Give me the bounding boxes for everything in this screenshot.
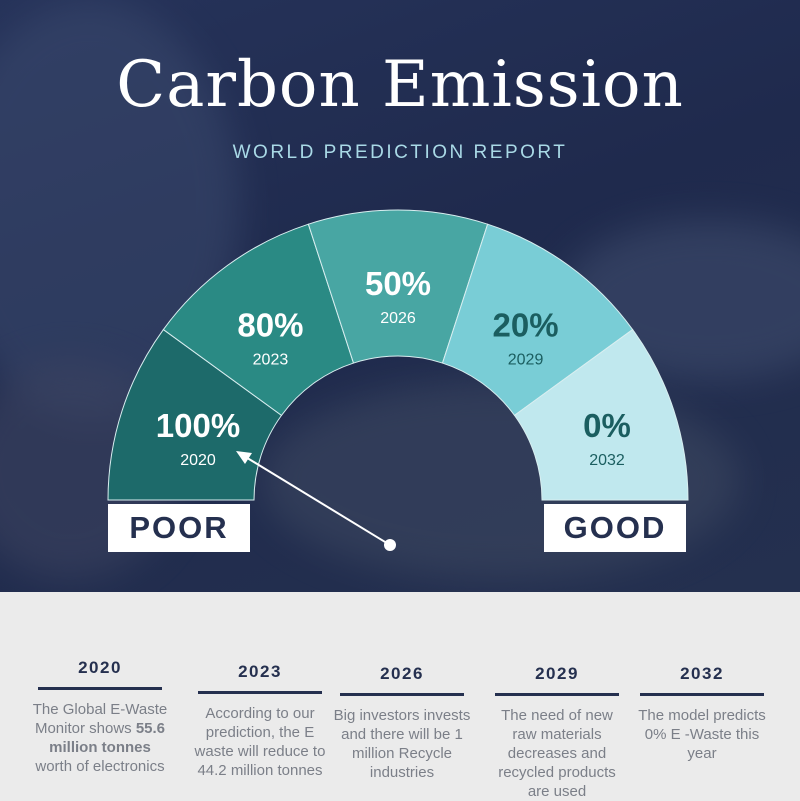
timeline-year: 2032 — [680, 664, 724, 683]
gauge-value-label: 100% — [156, 407, 240, 444]
page-subtitle: WORLD PREDICTION REPORT — [232, 142, 568, 163]
gauge-needle — [243, 455, 391, 546]
timeline-text: The model predicts 0% E -Waste this year — [638, 707, 766, 762]
timeline-item-2020: 2020 The Global E-Waste Monitor shows 55.… — [30, 658, 170, 776]
timeline-text: The need of new raw materials decreases … — [498, 707, 616, 800]
needle-pivot — [384, 539, 396, 551]
timeline-divider — [340, 693, 464, 696]
timeline-text: Big investors invests and there will be … — [333, 707, 471, 781]
timeline-item-2032: 2032 The model predicts 0% E -Waste this … — [632, 664, 772, 763]
gauge-year-label: 2020 — [180, 452, 216, 469]
timeline-item-2026: 2026 Big investors invests and there will… — [332, 664, 472, 782]
hero-background: Carbon Emission WORLD PREDICTION REPORT … — [0, 0, 800, 592]
timeline-description: The model predicts 0% E -Waste this year — [632, 706, 772, 763]
timeline-text: worth of electronics — [35, 758, 165, 775]
good-scale-label: GOOD — [544, 504, 686, 552]
poor-scale-label: POOR — [108, 504, 250, 552]
gauge-value-label: 20% — [493, 306, 559, 343]
needle-arrowhead — [236, 451, 252, 464]
timeline-highlight: 55.6 million tonnes — [49, 720, 166, 756]
timeline-description: The Global E-Waste Monitor shows 55.6 mi… — [30, 700, 170, 776]
timeline-divider — [38, 687, 162, 690]
gauge-segment-2032 — [513, 328, 689, 501]
timeline-item-2029: 2029 The need of new raw materials decrea… — [487, 664, 627, 801]
timeline-item-2023: 2023 According to our prediction, the E w… — [190, 662, 330, 780]
timeline-text: According to our prediction, the E waste… — [194, 705, 326, 779]
timeline-description: Big investors invests and there will be … — [332, 706, 472, 782]
timeline-description: The need of new raw materials decreases … — [487, 706, 627, 801]
timeline-year: 2026 — [380, 664, 424, 683]
timeline-year: 2020 — [78, 658, 122, 677]
timeline-divider — [198, 691, 322, 694]
gauge-year-label: 2026 — [380, 310, 416, 327]
timeline-description: According to our prediction, the E waste… — [190, 704, 330, 780]
gauge-value-label: 0% — [583, 407, 631, 444]
gauge-year-label: 2023 — [253, 351, 289, 368]
gauge-chart: 100% 2020 80% 2023 50% 2026 20% 2029 0% 2032 — [107, 209, 689, 551]
page-title: Carbon Emission — [116, 48, 684, 122]
timeline-divider — [495, 693, 619, 696]
gauge-value-label: 80% — [237, 306, 303, 343]
gauge-value-label: 50% — [365, 265, 431, 302]
timeline-year: 2029 — [535, 664, 579, 683]
gauge-year-label: 2032 — [589, 452, 625, 469]
gauge-year-label: 2029 — [508, 351, 544, 368]
timeline-text: The Global E-Waste Monitor shows — [32, 701, 168, 737]
timeline-divider — [640, 693, 764, 696]
timeline-year: 2023 — [238, 662, 282, 681]
